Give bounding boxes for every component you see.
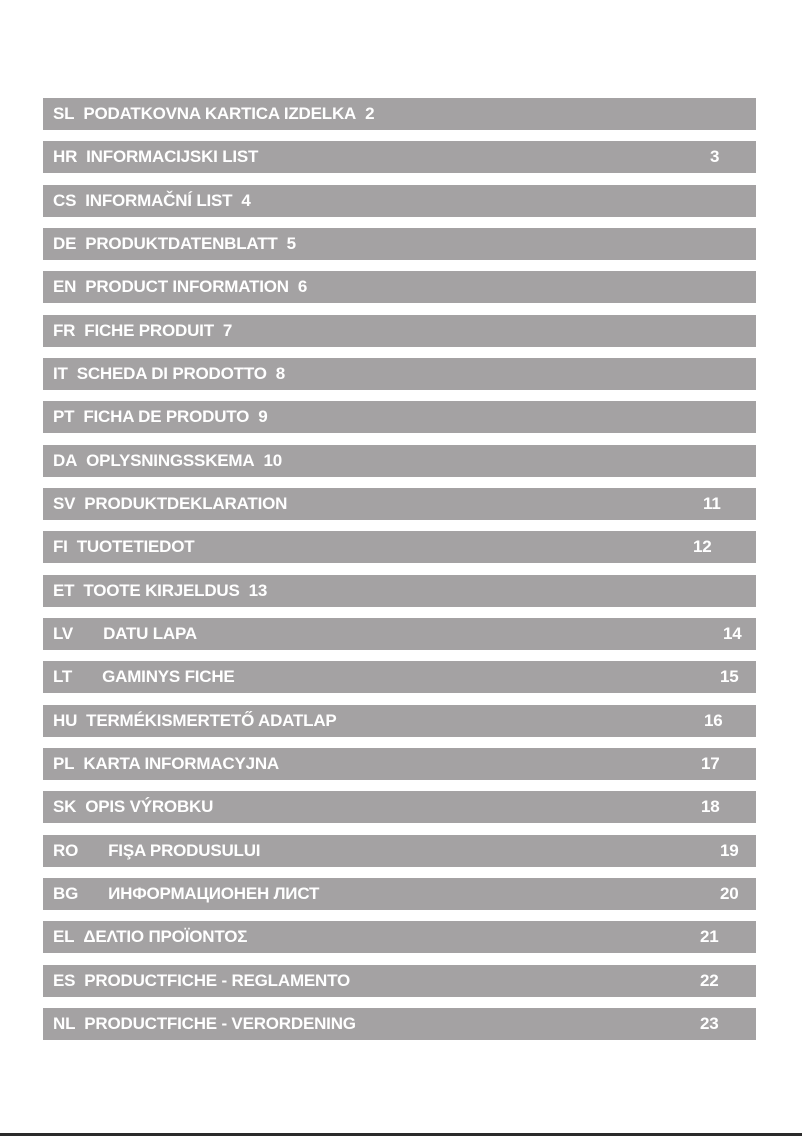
page-number: 7 — [222, 320, 233, 340]
toc-entry-fi[interactable]: FI TUOTETIEDOT 12 — [43, 531, 756, 564]
page-number: 2 — [365, 104, 375, 123]
language-code: SL — [53, 104, 75, 123]
toc-entry-hu[interactable]: HU TERMÉKISMERTETŐ ADATLAP 16 — [43, 704, 756, 737]
section-title: DATU LAPA — [103, 623, 197, 643]
language-code: RO — [53, 840, 79, 860]
language-code: CS — [53, 190, 77, 210]
toc-entry-cs[interactable]: CS INFORMAČNÍ LIST 4 — [43, 184, 756, 217]
page-number: 22 — [700, 970, 719, 990]
toc-entry-en[interactable]: EN PRODUCT INFORMATION 6 — [43, 271, 756, 304]
toc-entry-et[interactable]: ET TOOTE KIRJELDUS 13 — [43, 574, 756, 607]
language-code: NL — [53, 1013, 76, 1033]
section-title: FICHA DE PRODUTO — [83, 407, 250, 427]
language-code: FI — [53, 537, 68, 557]
section-title: ИНФОРМАЦИОНЕН ЛИСТ — [108, 883, 320, 903]
page-number: 5 — [286, 233, 296, 253]
toc-entry-bg[interactable]: BG ИНФОРМАЦИОНЕН ЛИСТ 20 — [43, 877, 756, 910]
language-code: PL — [53, 753, 75, 773]
section-title: PRODUKTDATENBLATT — [85, 233, 278, 253]
page-number: 17 — [701, 753, 720, 773]
page-number: 23 — [700, 1013, 719, 1033]
section-title: INFORMAČNÍ LIST — [85, 190, 233, 210]
section-title: TERMÉKISMERTETŐ ADATLAP — [86, 710, 337, 730]
section-title: TUOTETIEDOT — [76, 537, 195, 557]
language-code: SK — [53, 797, 77, 817]
toc-entry-sv[interactable]: SV PRODUKTDEKLARATION 11 — [43, 487, 756, 520]
toc-entry-el[interactable]: EL ΔΕΛΤΙΟ ΠΡΟΪΟΝΤΟΣ 21 — [43, 921, 756, 954]
section-title: TOOTE KIRJELDUS — [83, 580, 240, 600]
section-title: OPLYSNINGSSKEMA — [86, 450, 255, 470]
page-number: 18 — [701, 797, 720, 817]
language-code: DA — [53, 450, 78, 470]
page-number: 15 — [720, 667, 739, 687]
language-code: ET — [53, 580, 75, 600]
section-title: SCHEDA DI PRODOTTO — [76, 363, 267, 383]
toc-entry-es[interactable]: ES PRODUCTFICHE - REGLAMENTO 22 — [43, 964, 756, 997]
page-number: 16 — [704, 710, 723, 730]
page-bottom-border — [0, 1133, 802, 1136]
toc-entry-nl[interactable]: NL PRODUCTFICHE - VERORDENING 23 — [43, 1007, 756, 1040]
language-code: HR — [53, 147, 78, 167]
language-code: DE — [53, 233, 77, 253]
language-code: PT — [53, 407, 75, 427]
language-code: EN — [53, 277, 77, 297]
toc-entry-ro[interactable]: RO FIŞA PRODUSULUI 19 — [43, 834, 756, 867]
page-number: 6 — [297, 277, 308, 297]
toc-entry-lv[interactable]: LV DATU LAPA 14 — [43, 617, 756, 650]
language-code: EL — [53, 927, 75, 947]
section-title: GAMINYS FICHE — [102, 667, 235, 687]
section-title: PRODUKTDEKLARATION — [84, 493, 288, 513]
section-title: PODATKOVNA KARTICA IZDELKA — [83, 104, 357, 123]
toc-entry-it[interactable]: IT SCHEDA DI PRODOTTO 8 — [43, 357, 756, 390]
page-number: 19 — [720, 840, 739, 860]
page-number: 10 — [263, 450, 282, 470]
toc-entry-hr[interactable]: HR INFORMACIJSKI LIST 3 — [43, 141, 756, 174]
language-code: LV — [53, 623, 74, 643]
language-code: ES — [53, 970, 76, 990]
toc-entry-pt[interactable]: PT FICHA DE PRODUTO 9 — [43, 401, 756, 434]
page-number: 20 — [720, 883, 739, 903]
section-title: KARTA INFORMACYJNA — [83, 753, 279, 773]
page-number: 12 — [693, 537, 712, 557]
page-number: 3 — [710, 147, 720, 167]
toc-entry-sk[interactable]: SK OPIS VÝROBKU 18 — [43, 791, 756, 824]
section-title: ΔΕΛΤΙΟ ΠΡΟΪΟΝΤΟΣ — [83, 927, 248, 947]
toc-entry-da[interactable]: DA OPLYSNINGSSKEMA 10 — [43, 444, 756, 477]
toc-entry-de[interactable]: DE PRODUKTDATENBLATT 5 — [43, 227, 756, 260]
language-code: SV — [53, 493, 76, 513]
toc-entry-pl[interactable]: PL KARTA INFORMACYJNA 17 — [43, 747, 756, 780]
section-title: FIŞA PRODUSULUI — [108, 840, 261, 860]
language-code: HU — [53, 710, 78, 730]
toc-entry-sl[interactable]: SL PODATKOVNA KARTICA IZDELKA 2 — [43, 98, 756, 130]
page-number: 8 — [275, 363, 286, 383]
page-number: 13 — [248, 580, 268, 600]
language-code: IT — [53, 363, 68, 383]
section-title: PRODUCTFICHE - VERORDENING — [84, 1013, 356, 1033]
page-number: 14 — [723, 623, 742, 643]
page-number: 11 — [703, 493, 721, 513]
language-code: BG — [53, 883, 79, 903]
toc-entry-fr[interactable]: FR FICHE PRODUIT 7 — [43, 314, 756, 347]
section-title: INFORMACIJSKI LIST — [86, 147, 259, 167]
language-code: LT — [53, 667, 73, 687]
section-title: OPIS VÝROBKU — [85, 797, 214, 817]
section-title: PRODUCT INFORMATION — [85, 277, 289, 297]
language-code: FR — [53, 320, 76, 340]
section-title: PRODUCTFICHE - REGLAMENTO — [84, 970, 351, 990]
page-number: 4 — [241, 190, 251, 210]
page-number: 9 — [258, 407, 268, 427]
page-number: 21 — [700, 927, 719, 947]
toc-entry-lt[interactable]: LT GAMINYS FICHE 15 — [43, 661, 756, 694]
section-title: FICHE PRODUIT — [84, 320, 214, 340]
